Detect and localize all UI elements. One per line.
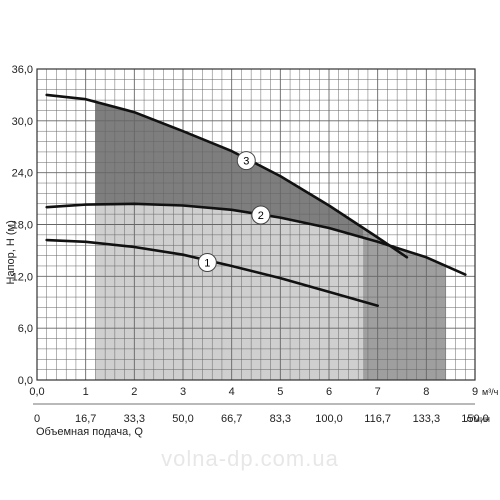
x-tick-label-primary: 6: [326, 386, 332, 398]
x-tick-label-primary: 5: [277, 386, 283, 398]
x-tick-label-secondary: 66,7: [221, 413, 242, 425]
x-tick-label-secondary: 116,7: [364, 413, 391, 425]
y-tick-label: 6,0: [18, 323, 33, 335]
curve-marker-1: [197, 253, 217, 273]
axis-labels: 0,0 6,0 12,0 18,0 24,0 30,0 36,0 Напор, H (м) 0,…: [5, 64, 499, 438]
x-tick-label-secondary: 33,3: [124, 413, 145, 425]
y-tick-label: 18,0: [12, 220, 33, 232]
pump-curves: 1 2 3: [45, 93, 467, 307]
x-tick-label-primary: 7: [375, 386, 381, 398]
x-tick-label-primary: 0,0: [29, 386, 44, 398]
y-axis-title: Напор, H (м): [5, 220, 17, 284]
x-tick-label-secondary: 50,0: [172, 413, 193, 425]
x-unit-primary: м³/ч: [482, 387, 499, 397]
x-axis-title: Объемная подача, Q: [36, 426, 143, 438]
x-tick-label-secondary: 150,0: [461, 413, 489, 425]
x-tick-label-primary: 3: [180, 386, 186, 398]
x-tick-label-primary: 8: [423, 386, 429, 398]
shaded-region-light: [95, 203, 364, 380]
x-tick-label-primary: 1: [83, 386, 89, 398]
curve-marker-2: [251, 205, 271, 225]
pump-curve-3: [45, 93, 409, 259]
x-tick-label-secondary: 83,3: [270, 413, 291, 425]
y-tick-label: 36,0: [12, 64, 33, 76]
curve-number-label-1: 1: [204, 258, 210, 270]
y-tick-label: 12,0: [12, 271, 33, 283]
x-tick-label-secondary: 0: [34, 413, 40, 425]
watermark: volna-dp.com.ua: [161, 446, 339, 471]
x-tick-label-primary: 4: [229, 386, 235, 398]
x-tick-label-secondary: 100,0: [315, 413, 343, 425]
curve-number-label-2: 2: [258, 210, 264, 222]
y-tick-label: 30,0: [12, 116, 33, 128]
x-tick-label-primary: 9: [472, 386, 478, 398]
x-unit-secondary: л/мин: [466, 414, 490, 424]
plot-frame: [36, 68, 476, 381]
x-tick-label-primary: 2: [131, 386, 137, 398]
curve-number-label-3: 3: [243, 156, 249, 168]
y-tick-label: 0,0: [18, 375, 33, 387]
curve-marker-3: [236, 151, 256, 171]
x-tick-label-secondary: 16,7: [75, 413, 96, 425]
y-tick-label: 24,0: [12, 168, 33, 180]
x-tick-label-secondary: 133,3: [413, 413, 441, 425]
